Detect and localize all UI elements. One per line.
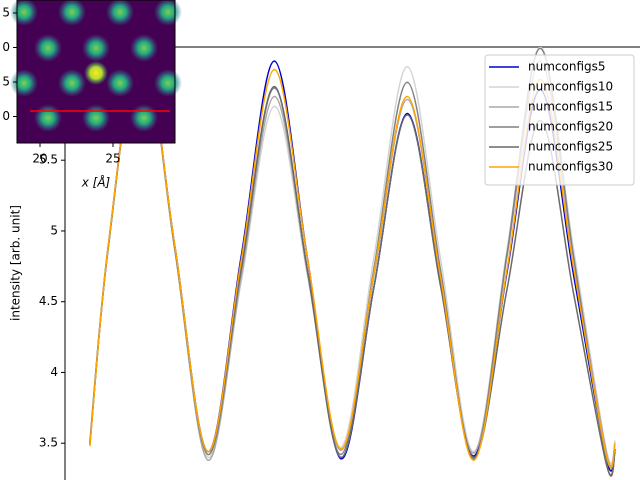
inset-y-tick-label: 5 xyxy=(2,75,10,89)
legend-label: numconfigs30 xyxy=(528,160,613,174)
inset-blob xyxy=(130,34,158,62)
inset-blob xyxy=(58,69,86,97)
legend-label: numconfigs15 xyxy=(528,100,613,114)
y-tick-label: 4.5 xyxy=(39,294,58,308)
inset-blob xyxy=(34,34,62,62)
legend-label: numconfigs20 xyxy=(528,120,613,134)
legend-box xyxy=(484,54,635,186)
legend-label: numconfigs25 xyxy=(528,140,613,154)
inset-x-tick-label: 20 xyxy=(32,152,47,166)
inset-bright-spot xyxy=(84,61,108,85)
inset-y-tick-label: 0 xyxy=(2,109,10,123)
y-axis-label: intensity [arb. unit] xyxy=(9,205,23,321)
inset-blob xyxy=(154,69,182,97)
inset-blob xyxy=(58,0,86,26)
inset-blob xyxy=(34,104,62,132)
y-tick-label: 5 xyxy=(50,223,58,237)
y-tick-label: 5.5 xyxy=(39,153,58,167)
inset-y-tick-label: 0 xyxy=(2,40,10,54)
inset: x [Å] 5 0 5 0 20 25 xyxy=(2,0,182,190)
inset-blob xyxy=(130,104,158,132)
inset-frame xyxy=(16,0,176,144)
inset-y-tick-label: 5 xyxy=(2,6,10,20)
inset-blob xyxy=(82,34,110,62)
inset-blob xyxy=(10,69,38,97)
inset-x-label: x [Å] xyxy=(81,175,111,190)
inset-blob xyxy=(106,0,134,26)
y-tick-label: 3.5 xyxy=(39,436,58,450)
legend-label: numconfigs10 xyxy=(528,80,613,94)
inset-blob xyxy=(82,104,110,132)
inset-x-tick-label: 25 xyxy=(105,152,120,166)
legend: numconfigs5 numconfigs10 numconfigs15 numco… xyxy=(484,54,635,186)
legend-label: numconfigs5 xyxy=(528,60,606,74)
y-tick-label: 4 xyxy=(50,365,58,379)
inset-blob xyxy=(106,69,134,97)
